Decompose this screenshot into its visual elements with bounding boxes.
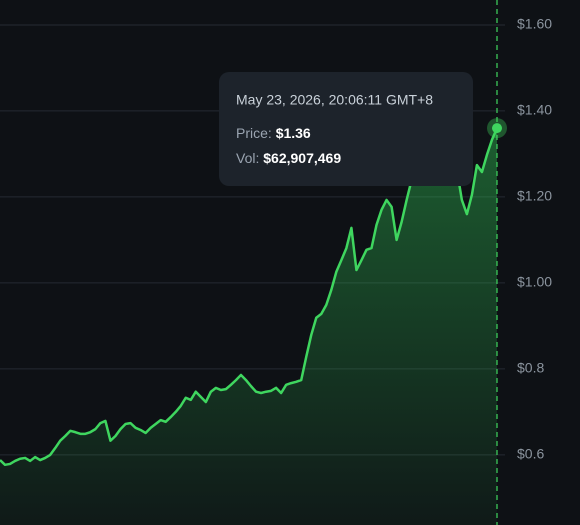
- price-value: $1.36: [276, 125, 311, 141]
- tooltip-time: May 23, 2026, 20:06:11 GMT+8: [236, 92, 433, 108]
- tooltip-price: Price: $1.36: [236, 125, 311, 141]
- volume-value: $62,907,469: [263, 150, 341, 166]
- area: [0, 117, 497, 525]
- volume-label: Vol:: [236, 150, 259, 166]
- y-tick-label: $1.60: [517, 16, 552, 32]
- y-tick-label: $1.20: [517, 188, 552, 204]
- tooltip-box: [219, 72, 473, 186]
- price-label: Price:: [236, 125, 272, 141]
- y-tick-label: $0.6: [517, 446, 544, 462]
- marker-group: [487, 118, 507, 139]
- y-tick-label: $0.8: [517, 360, 544, 376]
- tooltip: May 23, 2026, 20:06:11 GMT+8 Price: $1.3…: [219, 72, 473, 186]
- marker-dot: [492, 123, 502, 134]
- tooltip-volume: Vol: $62,907,469: [236, 150, 341, 166]
- y-tick-label: $1.00: [517, 274, 552, 290]
- y-tick-label: $1.40: [517, 102, 552, 118]
